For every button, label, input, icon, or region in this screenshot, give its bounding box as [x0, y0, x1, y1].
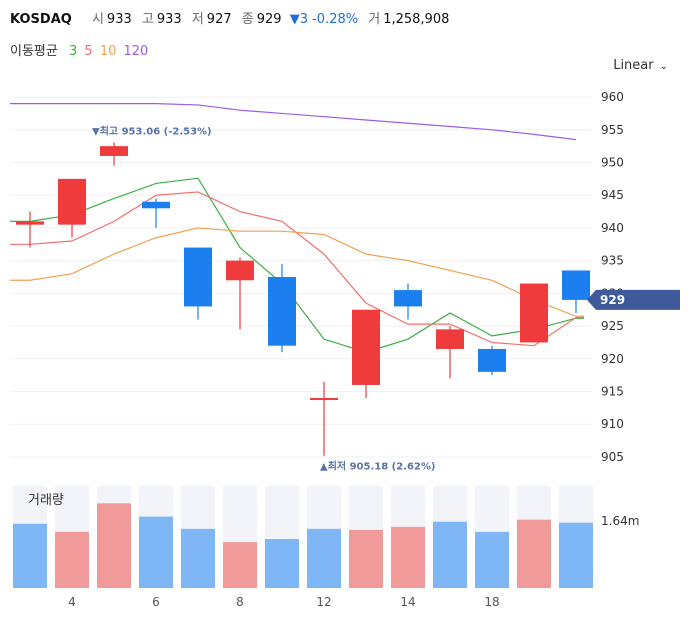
- volume-bar: [181, 528, 215, 588]
- high-value: 933: [156, 12, 182, 27]
- close-label: 종: [241, 12, 254, 27]
- scale-dropdown[interactable]: Linear ⌄: [613, 58, 668, 73]
- current-price-tag: [587, 289, 680, 310]
- ma-3-label: 3: [68, 44, 78, 59]
- candle-body: [16, 221, 44, 225]
- symbol-name: KOSDAQ: [10, 12, 72, 27]
- quote-header: KOSDAQ 시 933 고 933 저 927 종 929 ▼3 -0.28% 거 1,…: [10, 8, 449, 27]
- x-tick-label: 8: [236, 595, 244, 609]
- volume-bar: [13, 523, 47, 588]
- close-value: 929: [256, 12, 282, 27]
- volume-bar: [517, 519, 551, 588]
- candle-body: [478, 348, 506, 372]
- chevron-down-icon: ⌄: [659, 61, 668, 72]
- high-annotation: ▼최고 953.06 (-2.53%): [92, 124, 212, 137]
- volume-bar: [433, 521, 467, 588]
- volume-bar: [223, 542, 257, 588]
- low-label: 저: [191, 12, 204, 27]
- candle-body: [310, 398, 338, 401]
- change-value: ▼3 -0.28%: [289, 12, 359, 27]
- volume-bar: [307, 528, 341, 588]
- y-tick-label: 935: [601, 254, 624, 268]
- candle-body: [562, 270, 590, 300]
- candle-body: [520, 283, 548, 343]
- ma-5-line: [10, 191, 584, 347]
- candle-body: [394, 290, 422, 307]
- candle-body: [142, 201, 170, 209]
- x-tick-label: 14: [400, 595, 415, 609]
- ma-10-label: 10: [99, 44, 117, 59]
- y-tick-label: 960: [601, 90, 624, 104]
- candle-body: [268, 277, 296, 346]
- low-value: 927: [206, 12, 232, 27]
- scale-label: Linear: [613, 58, 654, 73]
- open-label: 시: [91, 12, 104, 27]
- candle-body: [436, 329, 464, 349]
- volume-value: 1,258,908: [383, 12, 450, 27]
- y-tick-label: 910: [601, 417, 624, 431]
- moving-average-legend[interactable]: 이동평균 3 5 10 120: [10, 40, 148, 59]
- volume-bar: [265, 539, 299, 588]
- volume-bar: [55, 531, 89, 588]
- candle-body: [184, 247, 212, 307]
- ma-5-label: 5: [84, 44, 93, 59]
- ma-120-label: 120: [123, 44, 149, 59]
- y-tick-label: 925: [601, 319, 624, 333]
- y-tick-label: 945: [601, 188, 624, 202]
- ma-120-line: [10, 103, 577, 141]
- ma-3-line: [10, 177, 584, 353]
- volume-label: 거: [368, 12, 381, 27]
- x-tick-label: 18: [484, 595, 499, 609]
- volume-bar: [475, 531, 509, 588]
- high-label: 고: [141, 12, 154, 27]
- y-tick-label: 955: [601, 123, 624, 137]
- volume-axis-label: 1.64m: [601, 514, 639, 528]
- low-annotation: ▲최저 905.18 (2.62%): [320, 460, 435, 473]
- y-tick-label: 940: [601, 221, 624, 235]
- volume-bar: [559, 522, 593, 588]
- volume-bar: [97, 503, 131, 588]
- current-price-label: 929: [600, 293, 625, 307]
- x-tick-label: 12: [316, 595, 331, 609]
- candle-body: [58, 178, 86, 225]
- candle-body: [100, 146, 128, 156]
- volume-bar: [139, 516, 173, 588]
- y-tick-label: 915: [601, 384, 624, 398]
- y-tick-label: 905: [601, 450, 624, 464]
- open-value: 933: [106, 12, 132, 27]
- x-tick-label: 6: [152, 595, 160, 609]
- ma-legend-label: 이동평균: [10, 44, 58, 59]
- volume-bar: [391, 526, 425, 588]
- volume-bar: [349, 529, 383, 588]
- y-tick-label: 950: [601, 156, 624, 170]
- candle-body: [226, 260, 254, 281]
- x-tick-label: 4: [68, 595, 76, 609]
- candle-body: [352, 309, 380, 385]
- y-tick-label: 920: [601, 352, 624, 366]
- volume-panel-title: 거래량: [28, 493, 64, 508]
- ma-10-line: [10, 227, 584, 317]
